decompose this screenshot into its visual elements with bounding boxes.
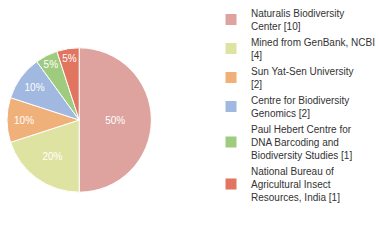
svg-text:Sun Yat-Sen University[2]: Sun Yat-Sen University[2] bbox=[251, 66, 353, 90]
svg-text:Paul Hebert Centre forDNA Barc: Paul Hebert Centre forDNA Barcoding andB… bbox=[251, 124, 352, 161]
svg-text:Mined from GenBank, NCBI[4]: Mined from GenBank, NCBI[4] bbox=[251, 37, 375, 61]
svg-text:20%: 20% bbox=[42, 151, 62, 162]
svg-text:5%: 5% bbox=[62, 53, 77, 64]
svg-text:Centre for BiodiversityGenomic: Centre for BiodiversityGenomics [2] bbox=[251, 95, 349, 119]
svg-text:5%: 5% bbox=[44, 59, 59, 70]
svg-text:10%: 10% bbox=[14, 115, 34, 126]
svg-text:National Bureau ofAgricultural: National Bureau ofAgricultural InsectRes… bbox=[251, 166, 340, 203]
svg-text:Naturalis BiodiversityCenter [: Naturalis BiodiversityCenter [10] bbox=[251, 8, 344, 32]
svg-text:10%: 10% bbox=[25, 82, 45, 93]
svg-text:50%: 50% bbox=[105, 115, 125, 126]
